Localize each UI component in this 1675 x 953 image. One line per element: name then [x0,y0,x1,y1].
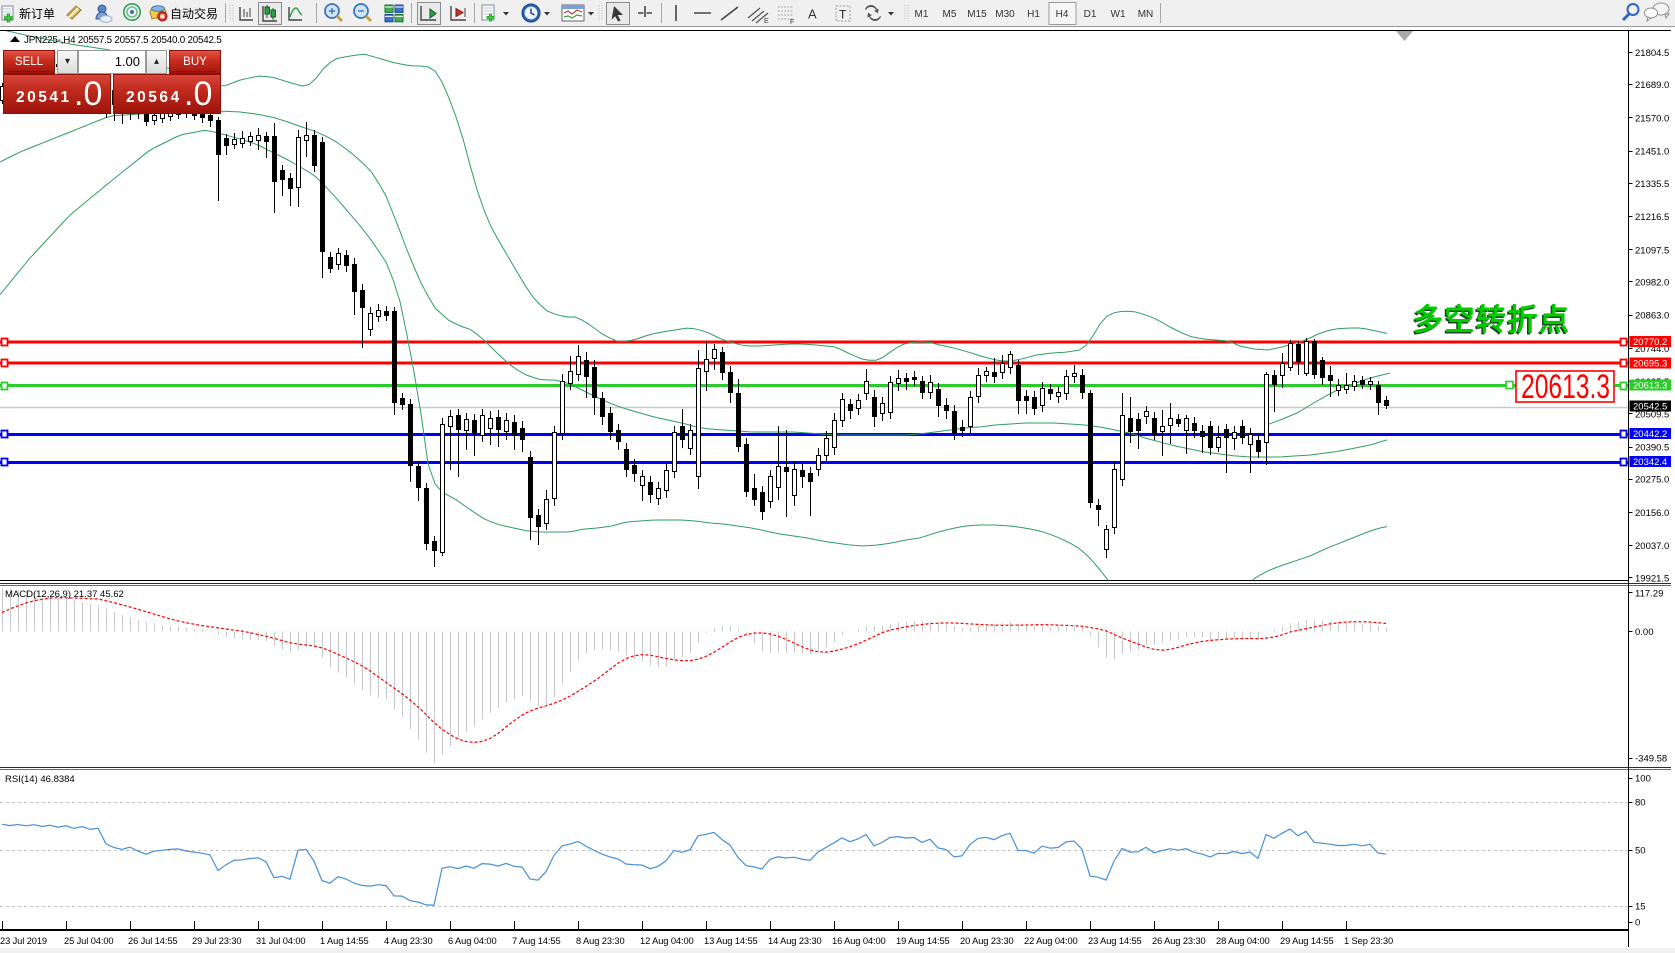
svg-text:多空转折点: 多空转折点 [1413,304,1571,337]
svg-text:29 Aug 14:55: 29 Aug 14:55 [1280,936,1334,946]
svg-text:4 Aug 23:30: 4 Aug 23:30 [384,936,433,946]
svg-text:T: T [839,8,847,22]
svg-text:20613.3: 20613.3 [1633,381,1667,392]
svg-text:20982.0: 20982.0 [1635,278,1669,289]
svg-text:20770.2: 20770.2 [1633,337,1667,348]
svg-text:8 Aug 23:30: 8 Aug 23:30 [576,936,625,946]
svg-text:80: 80 [1635,798,1646,809]
svg-text:100: 100 [1635,774,1651,785]
svg-text:20037.0: 20037.0 [1635,541,1669,552]
svg-text:M1: M1 [915,9,929,20]
svg-text:19921.5: 19921.5 [1635,573,1669,584]
svg-text:23 Jul 2019: 23 Jul 2019 [0,936,47,946]
svg-text:H4: H4 [1056,9,1069,20]
svg-text:20695.3: 20695.3 [1633,359,1667,370]
svg-text:21570.0: 21570.0 [1635,113,1669,124]
svg-text:20275.0: 20275.0 [1635,475,1669,486]
svg-text:22 Aug 04:00: 22 Aug 04:00 [1024,936,1078,946]
svg-text:21097.5: 21097.5 [1635,245,1669,256]
svg-text:20442.2: 20442.2 [1633,429,1667,440]
svg-text:F: F [790,19,794,26]
svg-text:25 Jul 04:00: 25 Jul 04:00 [64,936,113,946]
svg-text:A: A [808,7,817,22]
svg-text:20390.5: 20390.5 [1635,443,1669,454]
svg-text:M5: M5 [943,9,957,20]
svg-text:1 Aug 14:55: 1 Aug 14:55 [320,936,369,946]
svg-text:21335.5: 21335.5 [1635,179,1669,190]
svg-text:50: 50 [1635,846,1646,857]
svg-text:自动交易: 自动交易 [170,6,218,21]
svg-text:H1: H1 [1027,9,1040,20]
svg-text:21689.0: 21689.0 [1635,80,1669,91]
svg-text:29 Jul 23:30: 29 Jul 23:30 [192,936,241,946]
svg-text:-349.58: -349.58 [1635,754,1667,765]
svg-text:M15: M15 [967,9,987,20]
svg-text:W1: W1 [1111,9,1126,20]
svg-text:23 Aug 14:55: 23 Aug 14:55 [1088,936,1142,946]
svg-text:26 Jul 14:55: 26 Jul 14:55 [128,936,177,946]
svg-text:20 Aug 23:30: 20 Aug 23:30 [960,936,1014,946]
svg-text:26 Aug 23:30: 26 Aug 23:30 [1152,936,1206,946]
svg-text:7 Aug 14:55: 7 Aug 14:55 [512,936,561,946]
svg-text:D1: D1 [1084,9,1097,20]
svg-text:14 Aug 23:30: 14 Aug 23:30 [768,936,822,946]
svg-text:M30: M30 [995,9,1015,20]
svg-text:0.00: 0.00 [1635,627,1654,638]
svg-text:20542.5: 20542.5 [1633,402,1667,413]
svg-text:15: 15 [1635,902,1646,913]
svg-text:新订单: 新订单 [19,6,55,21]
svg-text:20744.0: 20744.0 [1635,344,1669,355]
svg-text:12 Aug 04:00: 12 Aug 04:00 [640,936,694,946]
svg-text:20342.4: 20342.4 [1633,457,1667,468]
svg-text:RSI(14) 46.8384: RSI(14) 46.8384 [5,774,75,785]
svg-text:19 Aug 14:55: 19 Aug 14:55 [896,936,950,946]
svg-text:20509.5: 20509.5 [1635,409,1669,420]
svg-text:MN: MN [1138,9,1154,20]
svg-text:21804.5: 21804.5 [1635,48,1669,59]
svg-text:21216.5: 21216.5 [1635,212,1669,223]
svg-text:JPN225-,H4 20557.5 20557.5 20: JPN225-,H4 20557.5 20557.5 20540.0 20542… [24,35,222,46]
svg-text:117.29: 117.29 [1635,589,1663,600]
svg-text:13 Aug 14:55: 13 Aug 14:55 [704,936,758,946]
svg-text:E: E [764,18,769,25]
svg-text:MACD(12,26,9) 21.37 45.62: MACD(12,26,9) 21.37 45.62 [5,589,124,600]
svg-text:20613.3: 20613.3 [1521,368,1610,406]
svg-text:1 Sep 23:30: 1 Sep 23:30 [1344,936,1393,946]
svg-text:6 Aug 04:00: 6 Aug 04:00 [448,936,497,946]
svg-text:20863.0: 20863.0 [1635,311,1669,322]
svg-text:16 Aug 04:00: 16 Aug 04:00 [832,936,886,946]
svg-text:31 Jul 04:00: 31 Jul 04:00 [256,936,305,946]
svg-text:28 Aug 04:00: 28 Aug 04:00 [1216,936,1270,946]
svg-text:20156.0: 20156.0 [1635,508,1669,519]
svg-text:0: 0 [1635,918,1640,929]
svg-text:21451.0: 21451.0 [1635,147,1669,158]
